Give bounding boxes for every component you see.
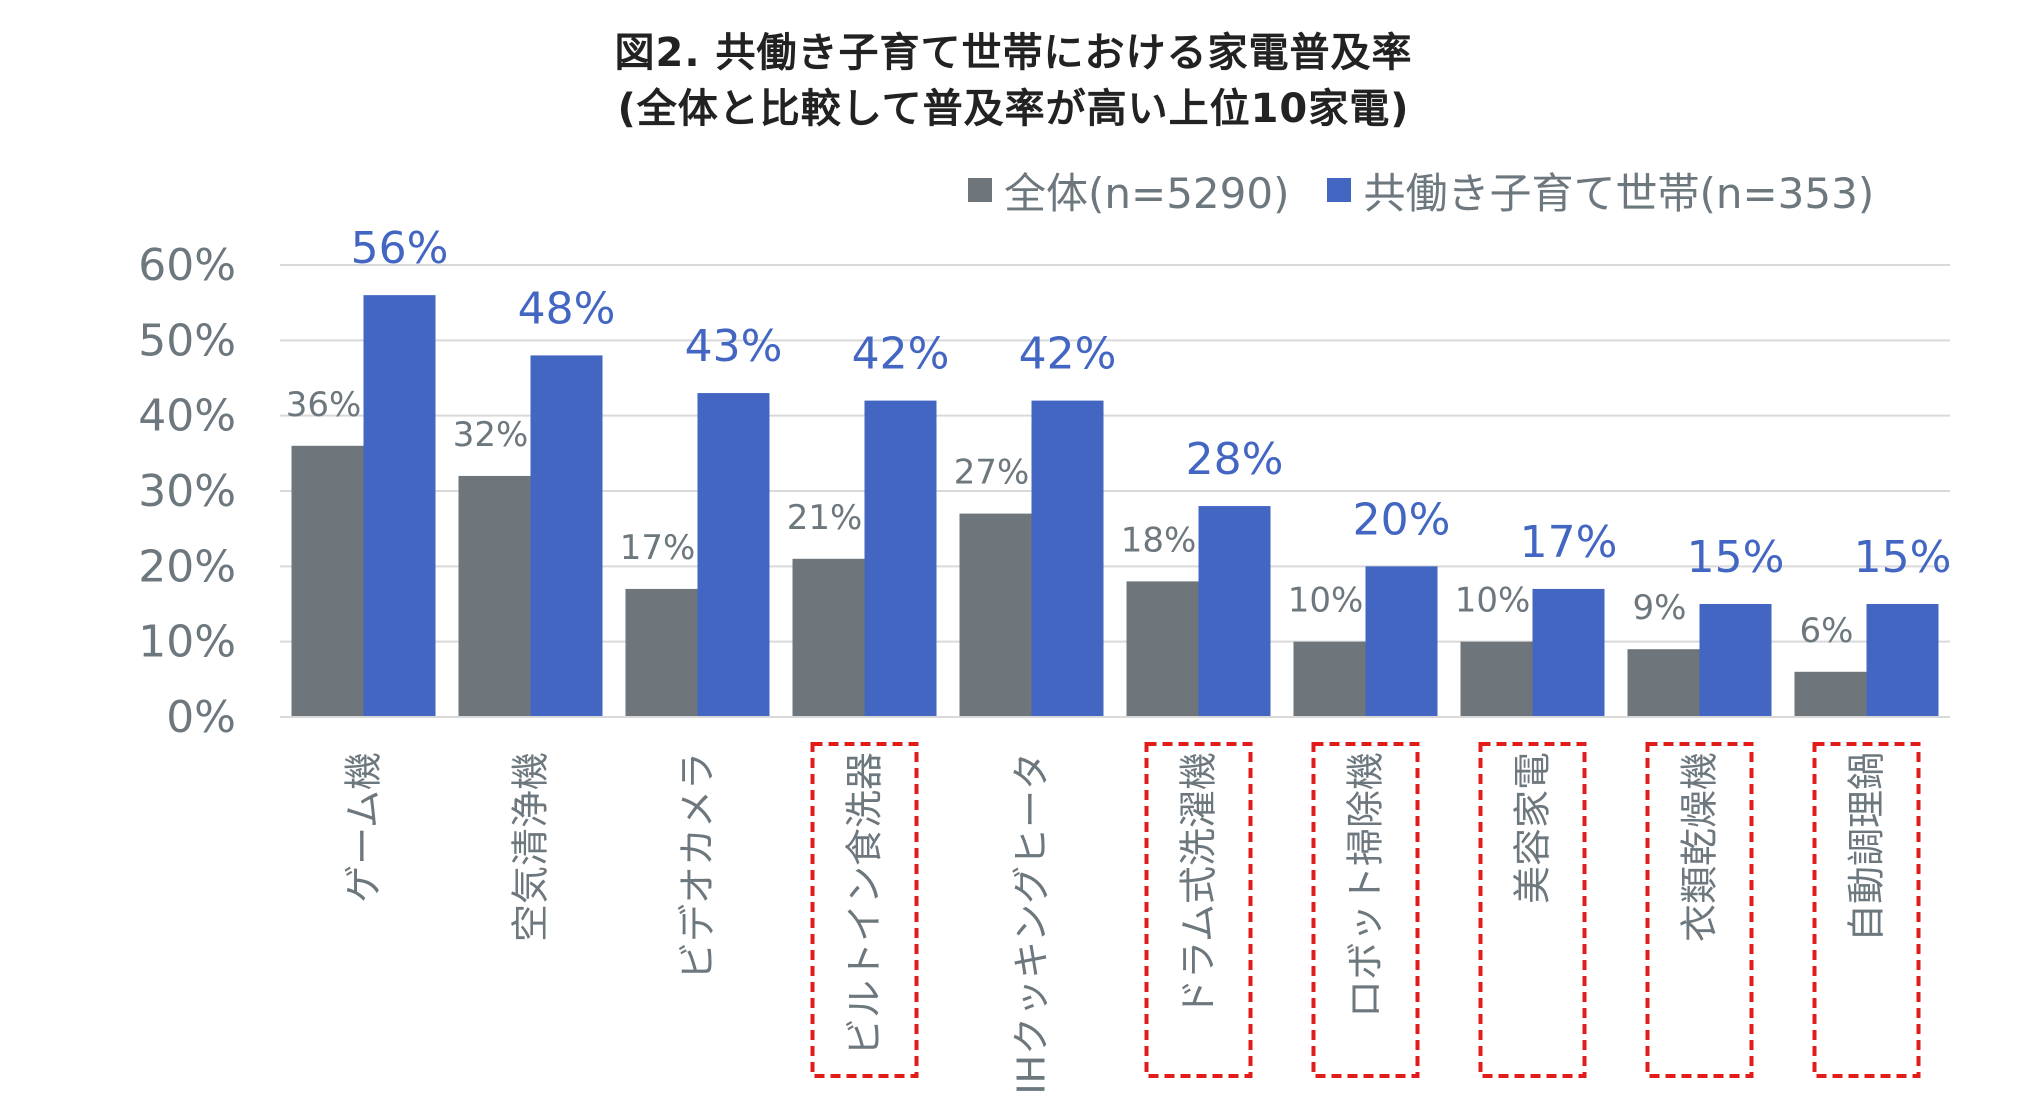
category-label: ロボット掃除機 [1344,752,1388,1018]
category-label: 空気清浄機 [509,752,553,942]
data-label-dual: 48% [518,283,616,334]
bar-all [792,558,865,717]
legend-label-dual: 共働き子育て世帯(n=353) [1363,168,1875,218]
highlight-box [1812,742,1921,1078]
bar-all [291,445,364,717]
data-label-all: 32% [453,415,529,455]
bar-dual [363,295,436,717]
bar-dual [1198,506,1271,717]
category-label: ドラム式洗濯機 [1177,752,1221,1017]
data-label-dual: 15% [1687,532,1785,583]
category-label: ゲーム機 [342,752,386,903]
data-label-dual: 56% [351,223,449,274]
highlight-box [1311,742,1420,1078]
data-label-all: 10% [1455,581,1531,621]
bar-all [1794,671,1867,717]
data-label-dual: 42% [852,329,950,380]
legend-item-all: 全体(n=5290) [968,160,1289,221]
bar-dual [1699,604,1772,717]
legend-item-dual: 共働き子育て世帯(n=353) [1327,160,1874,221]
bar-dual [697,393,770,717]
data-label-dual: 17% [1520,517,1618,568]
legend-swatch-dual [1327,178,1352,202]
bar-dual [530,355,603,717]
legend-label-all: 全体(n=5290) [1004,168,1290,218]
y-tick-label: 20% [138,541,236,592]
data-label-all: 17% [620,528,696,568]
y-tick-label: 50% [138,315,236,366]
bar-all [625,588,698,717]
y-tick-label: 60% [138,240,236,291]
bar-all [458,475,531,717]
bar-dual [1031,400,1104,717]
data-label-all: 10% [1288,581,1364,621]
data-label-all: 21% [787,498,863,538]
highlight-box [1478,742,1587,1078]
chart-title-line2: (全体と比較して普及率が高い上位10家電) [617,86,1410,132]
data-label-all: 18% [1121,520,1197,560]
y-tick-label: 0% [166,692,236,743]
data-label-dual: 15% [1854,532,1952,583]
category-label: ビデオカメラ [676,752,720,980]
category-label: ビルトイン食洗器 [843,752,887,1056]
data-label-dual: 20% [1353,494,1451,545]
legend-swatch-all [968,178,992,202]
y-tick-label: 10% [138,617,236,668]
bar-all [959,513,1032,717]
category-label: 衣類乾燥機 [1678,752,1722,942]
data-label-dual: 43% [685,321,783,372]
bar-all [1293,641,1366,717]
category-label: 自動調理鍋 [1845,752,1889,942]
category-label: 美容家電 [1511,752,1555,904]
data-label-all: 6% [1800,611,1854,651]
data-label-all: 9% [1633,588,1687,628]
data-label-all: 27% [954,453,1030,493]
data-label-all: 36% [286,385,362,425]
bar-dual [1532,588,1605,717]
category-label: IHクッキングヒータ [1010,752,1054,1095]
y-tick-label: 30% [138,466,236,517]
bar-dual [864,400,937,717]
bar-all [1126,581,1199,717]
highlight-box [810,742,919,1078]
bar-all [1627,649,1700,717]
bar-all [1460,641,1533,717]
highlight-box [1144,742,1253,1078]
data-label-dual: 28% [1186,434,1284,485]
data-label-dual: 42% [1019,329,1117,380]
y-tick-label: 40% [138,391,236,442]
bar-dual [1365,566,1438,717]
bar-dual [1866,604,1939,717]
chart-title-line1: 図2. 共働き子育て世帯における家電普及率 [614,30,1413,76]
highlight-box [1645,742,1754,1078]
legend: 全体(n=5290) 共働き子育て世帯(n=353) [968,160,1874,220]
